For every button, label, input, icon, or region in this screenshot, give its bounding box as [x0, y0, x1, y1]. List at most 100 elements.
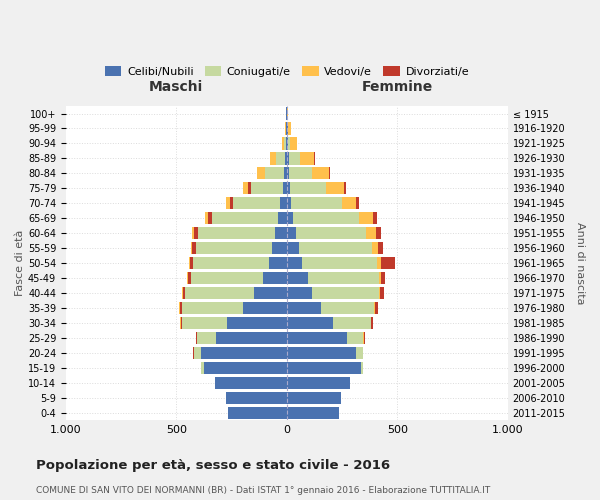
Bar: [230, 197, 233, 209]
Bar: [373, 212, 377, 224]
Bar: [287, 138, 288, 149]
Bar: [196, 242, 272, 254]
Bar: [287, 197, 291, 209]
Bar: [287, 227, 296, 239]
Bar: [344, 182, 346, 194]
Bar: [226, 197, 230, 209]
Bar: [182, 287, 185, 299]
Bar: [275, 152, 276, 164]
Bar: [379, 287, 380, 299]
Bar: [202, 362, 204, 374]
Bar: [192, 227, 194, 239]
Bar: [287, 302, 321, 314]
Bar: [181, 317, 182, 329]
Y-axis label: Anni di nascita: Anni di nascita: [575, 222, 585, 304]
Bar: [329, 167, 330, 179]
Bar: [257, 167, 265, 179]
Bar: [379, 272, 381, 284]
Bar: [182, 302, 242, 314]
Bar: [216, 332, 287, 344]
Bar: [190, 257, 193, 269]
Bar: [248, 182, 251, 194]
Bar: [287, 332, 347, 344]
Bar: [191, 272, 263, 284]
Bar: [254, 287, 287, 299]
Bar: [187, 272, 188, 284]
Bar: [287, 392, 341, 404]
Legend: Celibi/Nubili, Coniugati/e, Vedovi/e, Divorziati/e: Celibi/Nubili, Coniugati/e, Vedovi/e, Di…: [100, 62, 473, 81]
Bar: [326, 182, 344, 194]
Text: Femmine: Femmine: [362, 80, 433, 94]
Bar: [364, 332, 365, 344]
Bar: [299, 152, 314, 164]
Bar: [288, 138, 290, 149]
Bar: [287, 257, 302, 269]
Bar: [382, 257, 395, 269]
Bar: [287, 362, 361, 374]
Bar: [359, 212, 373, 224]
Text: Maschi: Maschi: [149, 80, 203, 94]
Bar: [356, 346, 362, 359]
Bar: [212, 212, 278, 224]
Bar: [293, 212, 359, 224]
Text: COMUNE DI SAN VITO DEI NORMANNI (BR) - Dati ISTAT 1° gennaio 2016 - Elaborazione: COMUNE DI SAN VITO DEI NORMANNI (BR) - D…: [36, 486, 490, 495]
Bar: [204, 362, 287, 374]
Bar: [188, 272, 191, 284]
Bar: [276, 152, 285, 164]
Bar: [196, 332, 197, 344]
Bar: [226, 392, 287, 404]
Bar: [275, 227, 287, 239]
Bar: [182, 317, 227, 329]
Bar: [192, 242, 196, 254]
Bar: [342, 197, 356, 209]
Bar: [287, 212, 293, 224]
Bar: [287, 242, 299, 254]
Bar: [269, 257, 287, 269]
Bar: [375, 302, 377, 314]
Bar: [372, 242, 378, 254]
Bar: [289, 167, 311, 179]
Bar: [308, 272, 379, 284]
Bar: [287, 108, 288, 120]
Bar: [377, 257, 382, 269]
Y-axis label: Fasce di età: Fasce di età: [15, 230, 25, 296]
Bar: [280, 197, 287, 209]
Bar: [299, 242, 372, 254]
Bar: [376, 227, 381, 239]
Bar: [302, 257, 377, 269]
Bar: [251, 182, 283, 194]
Bar: [227, 317, 287, 329]
Bar: [378, 242, 383, 254]
Bar: [283, 182, 287, 194]
Bar: [367, 227, 376, 239]
Bar: [233, 197, 280, 209]
Bar: [284, 167, 287, 179]
Bar: [381, 272, 385, 284]
Bar: [356, 197, 359, 209]
Bar: [288, 122, 290, 134]
Bar: [287, 182, 290, 194]
Bar: [363, 332, 364, 344]
Bar: [242, 302, 287, 314]
Bar: [284, 138, 286, 149]
Bar: [287, 167, 289, 179]
Text: Popolazione per età, sesso e stato civile - 2016: Popolazione per età, sesso e stato civil…: [36, 460, 390, 472]
Bar: [287, 406, 339, 419]
Bar: [287, 376, 350, 389]
Bar: [228, 406, 287, 419]
Bar: [311, 167, 329, 179]
Bar: [374, 302, 375, 314]
Bar: [371, 317, 373, 329]
Bar: [291, 197, 342, 209]
Bar: [333, 317, 371, 329]
Bar: [191, 242, 192, 254]
Bar: [185, 287, 254, 299]
Bar: [296, 227, 367, 239]
Bar: [321, 302, 374, 314]
Bar: [289, 152, 299, 164]
Bar: [270, 152, 275, 164]
Bar: [200, 346, 287, 359]
Bar: [278, 212, 287, 224]
Bar: [290, 182, 326, 194]
Bar: [205, 212, 208, 224]
